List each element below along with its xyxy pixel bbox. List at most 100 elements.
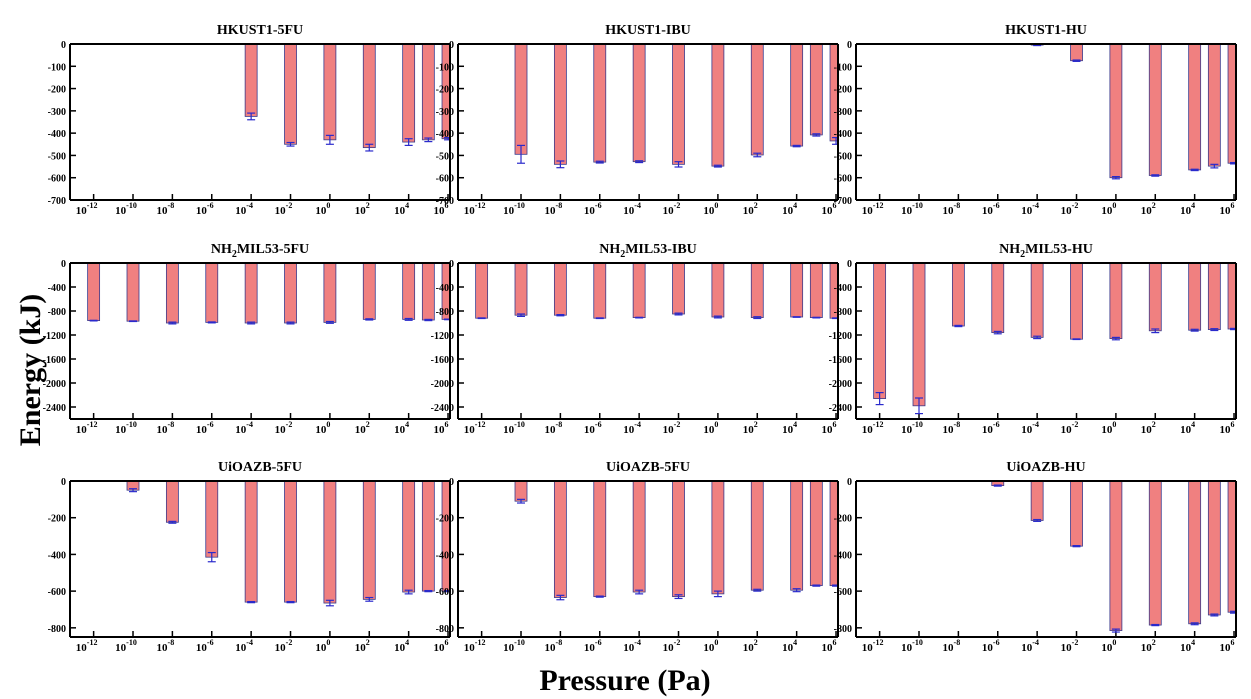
x-tick-label: 100: [703, 201, 718, 217]
tick-base: 10: [1061, 642, 1073, 654]
x-tick-label: 10-6: [982, 420, 1000, 436]
x-tick-label: 100: [1101, 201, 1116, 217]
tick-base: 10: [275, 205, 287, 217]
bar: [362, 480, 376, 600]
bar: [126, 262, 140, 322]
tick-base: 10: [1061, 205, 1073, 217]
bar: [421, 43, 435, 141]
bar: [323, 43, 337, 141]
x-axis-label: Pressure (Pa): [539, 664, 710, 697]
tick-exponent: -6: [993, 420, 1000, 429]
tick-exponent: 4: [405, 201, 409, 210]
tick-exponent: 6: [1231, 638, 1235, 647]
tick-base: 10: [1180, 424, 1192, 436]
tick-base: 10: [1141, 205, 1153, 217]
bar: [87, 262, 101, 321]
tick-exponent: -6: [595, 201, 602, 210]
tick-base: 10: [1220, 424, 1232, 436]
tick-exponent: -2: [674, 201, 681, 210]
bar-series: [514, 480, 838, 601]
bar: [672, 43, 685, 165]
x-tick-label: 106: [434, 638, 449, 654]
tick-exponent: 0: [714, 638, 718, 647]
tick-exponent: 2: [1152, 201, 1156, 210]
tick-exponent: -12: [873, 638, 884, 647]
tick-base: 10: [782, 642, 794, 654]
bar: [711, 262, 725, 318]
y-tick-label: -500: [436, 151, 454, 162]
bar: [991, 262, 1005, 333]
title-subscript: 2: [232, 249, 237, 260]
x-tick-label: 10-4: [623, 420, 641, 436]
bar: [441, 480, 450, 592]
bar: [1030, 262, 1044, 338]
tick-exponent: -10: [514, 420, 525, 429]
title-rest: MIL53-HU: [1025, 242, 1093, 257]
bar: [809, 480, 823, 587]
tick-base: 10: [982, 424, 994, 436]
y-tick-label: -2400: [829, 403, 852, 414]
tick-base: 10: [115, 205, 127, 217]
tick-base: 10: [464, 424, 476, 436]
tick-base: 10: [503, 205, 515, 217]
x-tick-label: 10-12: [862, 638, 884, 654]
tick-base: 10: [623, 642, 635, 654]
tick-base: 10: [1141, 424, 1153, 436]
x-tick-label: 10-10: [901, 638, 923, 654]
y-tick-label: 0: [61, 259, 66, 270]
tick-exponent: 4: [793, 638, 797, 647]
tick-exponent: -8: [954, 201, 961, 210]
y-tick-label: -400: [834, 129, 852, 140]
tick-exponent: -12: [87, 201, 98, 210]
tick-base: 10: [943, 642, 955, 654]
y-tick-label: -400: [834, 283, 852, 294]
x-tick-label: 106: [822, 638, 837, 654]
bar: [593, 480, 607, 598]
x-tick-label: 10-6: [584, 638, 602, 654]
x-tick-label: 100: [703, 638, 718, 654]
tick-base: 10: [1220, 642, 1232, 654]
x-tick-label: 10-4: [235, 201, 253, 217]
x-tick-label: 10-6: [982, 201, 1000, 217]
tick-base: 10: [394, 205, 406, 217]
x-tick-label: 10-10: [901, 201, 923, 217]
chart-panel: HKUST1-HU0-100-200-300-400-500-600-70010…: [834, 23, 1237, 217]
bar: [1188, 43, 1202, 171]
bar: [205, 262, 219, 323]
tick-exponent: -2: [674, 420, 681, 429]
tick-base: 10: [545, 424, 557, 436]
tick-exponent: -4: [246, 201, 253, 210]
tick-exponent: 2: [754, 638, 758, 647]
x-tick-label: 10-2: [275, 420, 293, 436]
bar-series: [991, 480, 1236, 633]
tick-base: 10: [355, 642, 367, 654]
tick-base: 10: [545, 205, 557, 217]
bar: [912, 262, 926, 407]
x-tick-label: 10-6: [196, 201, 214, 217]
y-tick-label: 0: [449, 40, 454, 51]
tick-base: 10: [743, 424, 755, 436]
tick-base: 10: [1220, 205, 1232, 217]
y-tick-label: -1600: [43, 355, 66, 366]
x-tick-label: 102: [355, 420, 370, 436]
tick-exponent: -6: [207, 638, 214, 647]
tick-base: 10: [703, 424, 715, 436]
x-tick-label: 10-4: [1021, 420, 1039, 436]
x-tick-label: 10-8: [157, 201, 175, 217]
bar: [1070, 480, 1083, 547]
tick-base: 10: [663, 424, 675, 436]
chart-panel: NH2MIL53-IBU0-400-800-1200-1600-2000-240…: [431, 242, 839, 436]
bar: [672, 480, 685, 598]
panel-title: NH2MIL53-IBU: [599, 242, 697, 260]
bar: [873, 262, 887, 400]
y-tick-label: -700: [834, 196, 852, 207]
tick-base: 10: [584, 642, 596, 654]
y-tick-label: -700: [48, 196, 66, 207]
bar: [1227, 262, 1236, 330]
x-tick-label: 10-6: [196, 638, 214, 654]
y-tick-label: -600: [436, 587, 454, 598]
bar: [475, 262, 489, 319]
y-tick-label: -400: [436, 550, 454, 561]
bar: [421, 480, 435, 592]
tick-exponent: -10: [126, 201, 137, 210]
